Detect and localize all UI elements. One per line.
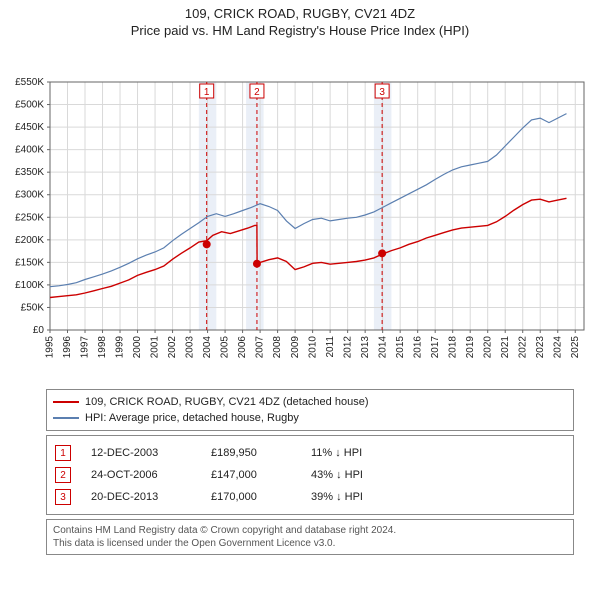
legend-item: HPI: Average price, detached house, Rugb…: [53, 410, 567, 426]
svg-text:2024: 2024: [552, 336, 563, 359]
event-date: 24-OCT-2006: [91, 469, 191, 481]
event-price: £189,950: [211, 447, 291, 459]
svg-text:£450K: £450K: [15, 122, 44, 133]
svg-text:2014: 2014: [377, 336, 388, 359]
legend-label: HPI: Average price, detached house, Rugb…: [85, 412, 299, 424]
legend-item: 109, CRICK ROAD, RUGBY, CV21 4DZ (detach…: [53, 394, 567, 410]
svg-text:2020: 2020: [482, 336, 493, 359]
svg-text:3: 3: [379, 87, 385, 98]
svg-text:2021: 2021: [500, 336, 511, 359]
svg-text:2023: 2023: [535, 336, 546, 359]
svg-text:£100K: £100K: [15, 280, 44, 291]
event-vs-hpi: 11% ↓ HPI: [311, 447, 362, 459]
legend-swatch: [53, 417, 79, 419]
event-date: 20-DEC-2013: [91, 491, 191, 503]
svg-text:2006: 2006: [237, 336, 248, 359]
svg-text:1996: 1996: [62, 336, 73, 359]
svg-text:2017: 2017: [430, 336, 441, 359]
svg-text:2007: 2007: [255, 336, 266, 359]
svg-text:2001: 2001: [150, 336, 161, 359]
svg-text:2012: 2012: [342, 336, 353, 359]
event-marker: 2: [55, 467, 71, 483]
svg-text:1: 1: [204, 87, 210, 98]
svg-text:2018: 2018: [447, 336, 458, 359]
event-vs-hpi: 39% ↓ HPI: [311, 491, 363, 503]
svg-text:2005: 2005: [220, 336, 231, 359]
legend-swatch: [53, 401, 79, 403]
svg-text:£150K: £150K: [15, 257, 44, 268]
event-row: 1 12-DEC-2003 £189,950 11% ↓ HPI: [55, 442, 565, 464]
title-block: 109, CRICK ROAD, RUGBY, CV21 4DZ Price p…: [0, 0, 600, 38]
event-vs-hpi: 43% ↓ HPI: [311, 469, 363, 481]
svg-text:2025: 2025: [570, 336, 581, 359]
svg-text:2009: 2009: [290, 336, 301, 359]
event-marker: 1: [55, 445, 71, 461]
svg-text:1997: 1997: [80, 336, 91, 359]
figure: 109, CRICK ROAD, RUGBY, CV21 4DZ Price p…: [0, 0, 600, 555]
svg-text:2008: 2008: [272, 336, 283, 359]
svg-text:£50K: £50K: [21, 302, 45, 313]
event-price: £147,000: [211, 469, 291, 481]
svg-text:£400K: £400K: [15, 145, 44, 156]
svg-text:£300K: £300K: [15, 190, 44, 201]
svg-text:2002: 2002: [167, 336, 178, 359]
event-date: 12-DEC-2003: [91, 447, 191, 459]
svg-text:£500K: £500K: [15, 100, 44, 111]
svg-text:2015: 2015: [395, 336, 406, 359]
events-table: 1 12-DEC-2003 £189,950 11% ↓ HPI 2 24-OCT-200…: [46, 435, 574, 515]
legend: 109, CRICK ROAD, RUGBY, CV21 4DZ (detach…: [46, 389, 574, 431]
svg-text:1995: 1995: [45, 336, 56, 359]
legend-label: 109, CRICK ROAD, RUGBY, CV21 4DZ (detach…: [85, 396, 368, 408]
svg-text:1999: 1999: [115, 336, 126, 359]
svg-text:2013: 2013: [360, 336, 371, 359]
chart-area: £0 £50K £100K £150K £200K £250K £300K £350K £400…: [0, 38, 600, 383]
svg-text:£550K: £550K: [15, 77, 44, 88]
event-marker: 3: [55, 489, 71, 505]
title-line2: Price paid vs. HM Land Registry's House …: [0, 23, 600, 38]
event-row: 2 24-OCT-2006 £147,000 43% ↓ HPI: [55, 464, 565, 486]
svg-text:1998: 1998: [97, 336, 108, 359]
svg-text:2010: 2010: [307, 336, 318, 359]
attribution-line1: Contains HM Land Registry data © Crown c…: [53, 524, 567, 537]
svg-text:2003: 2003: [185, 336, 196, 359]
svg-text:£350K: £350K: [15, 167, 44, 178]
svg-text:2011: 2011: [325, 336, 336, 358]
svg-text:2016: 2016: [412, 336, 423, 359]
event-price: £170,000: [211, 491, 291, 503]
line-chart: £0 £50K £100K £150K £200K £250K £300K £350K £400…: [0, 38, 600, 378]
svg-text:2022: 2022: [517, 336, 528, 359]
svg-text:2000: 2000: [132, 336, 143, 359]
svg-text:2004: 2004: [202, 336, 213, 359]
svg-text:2019: 2019: [465, 336, 476, 359]
attribution-line2: This data is licensed under the Open Gov…: [53, 537, 567, 550]
svg-text:£200K: £200K: [15, 235, 44, 246]
svg-text:2: 2: [254, 87, 260, 98]
svg-text:£0: £0: [33, 325, 45, 336]
event-row: 3 20-DEC-2013 £170,000 39% ↓ HPI: [55, 486, 565, 508]
attribution: Contains HM Land Registry data © Crown c…: [46, 519, 574, 555]
title-line1: 109, CRICK ROAD, RUGBY, CV21 4DZ: [0, 6, 600, 21]
svg-text:£250K: £250K: [15, 212, 44, 223]
